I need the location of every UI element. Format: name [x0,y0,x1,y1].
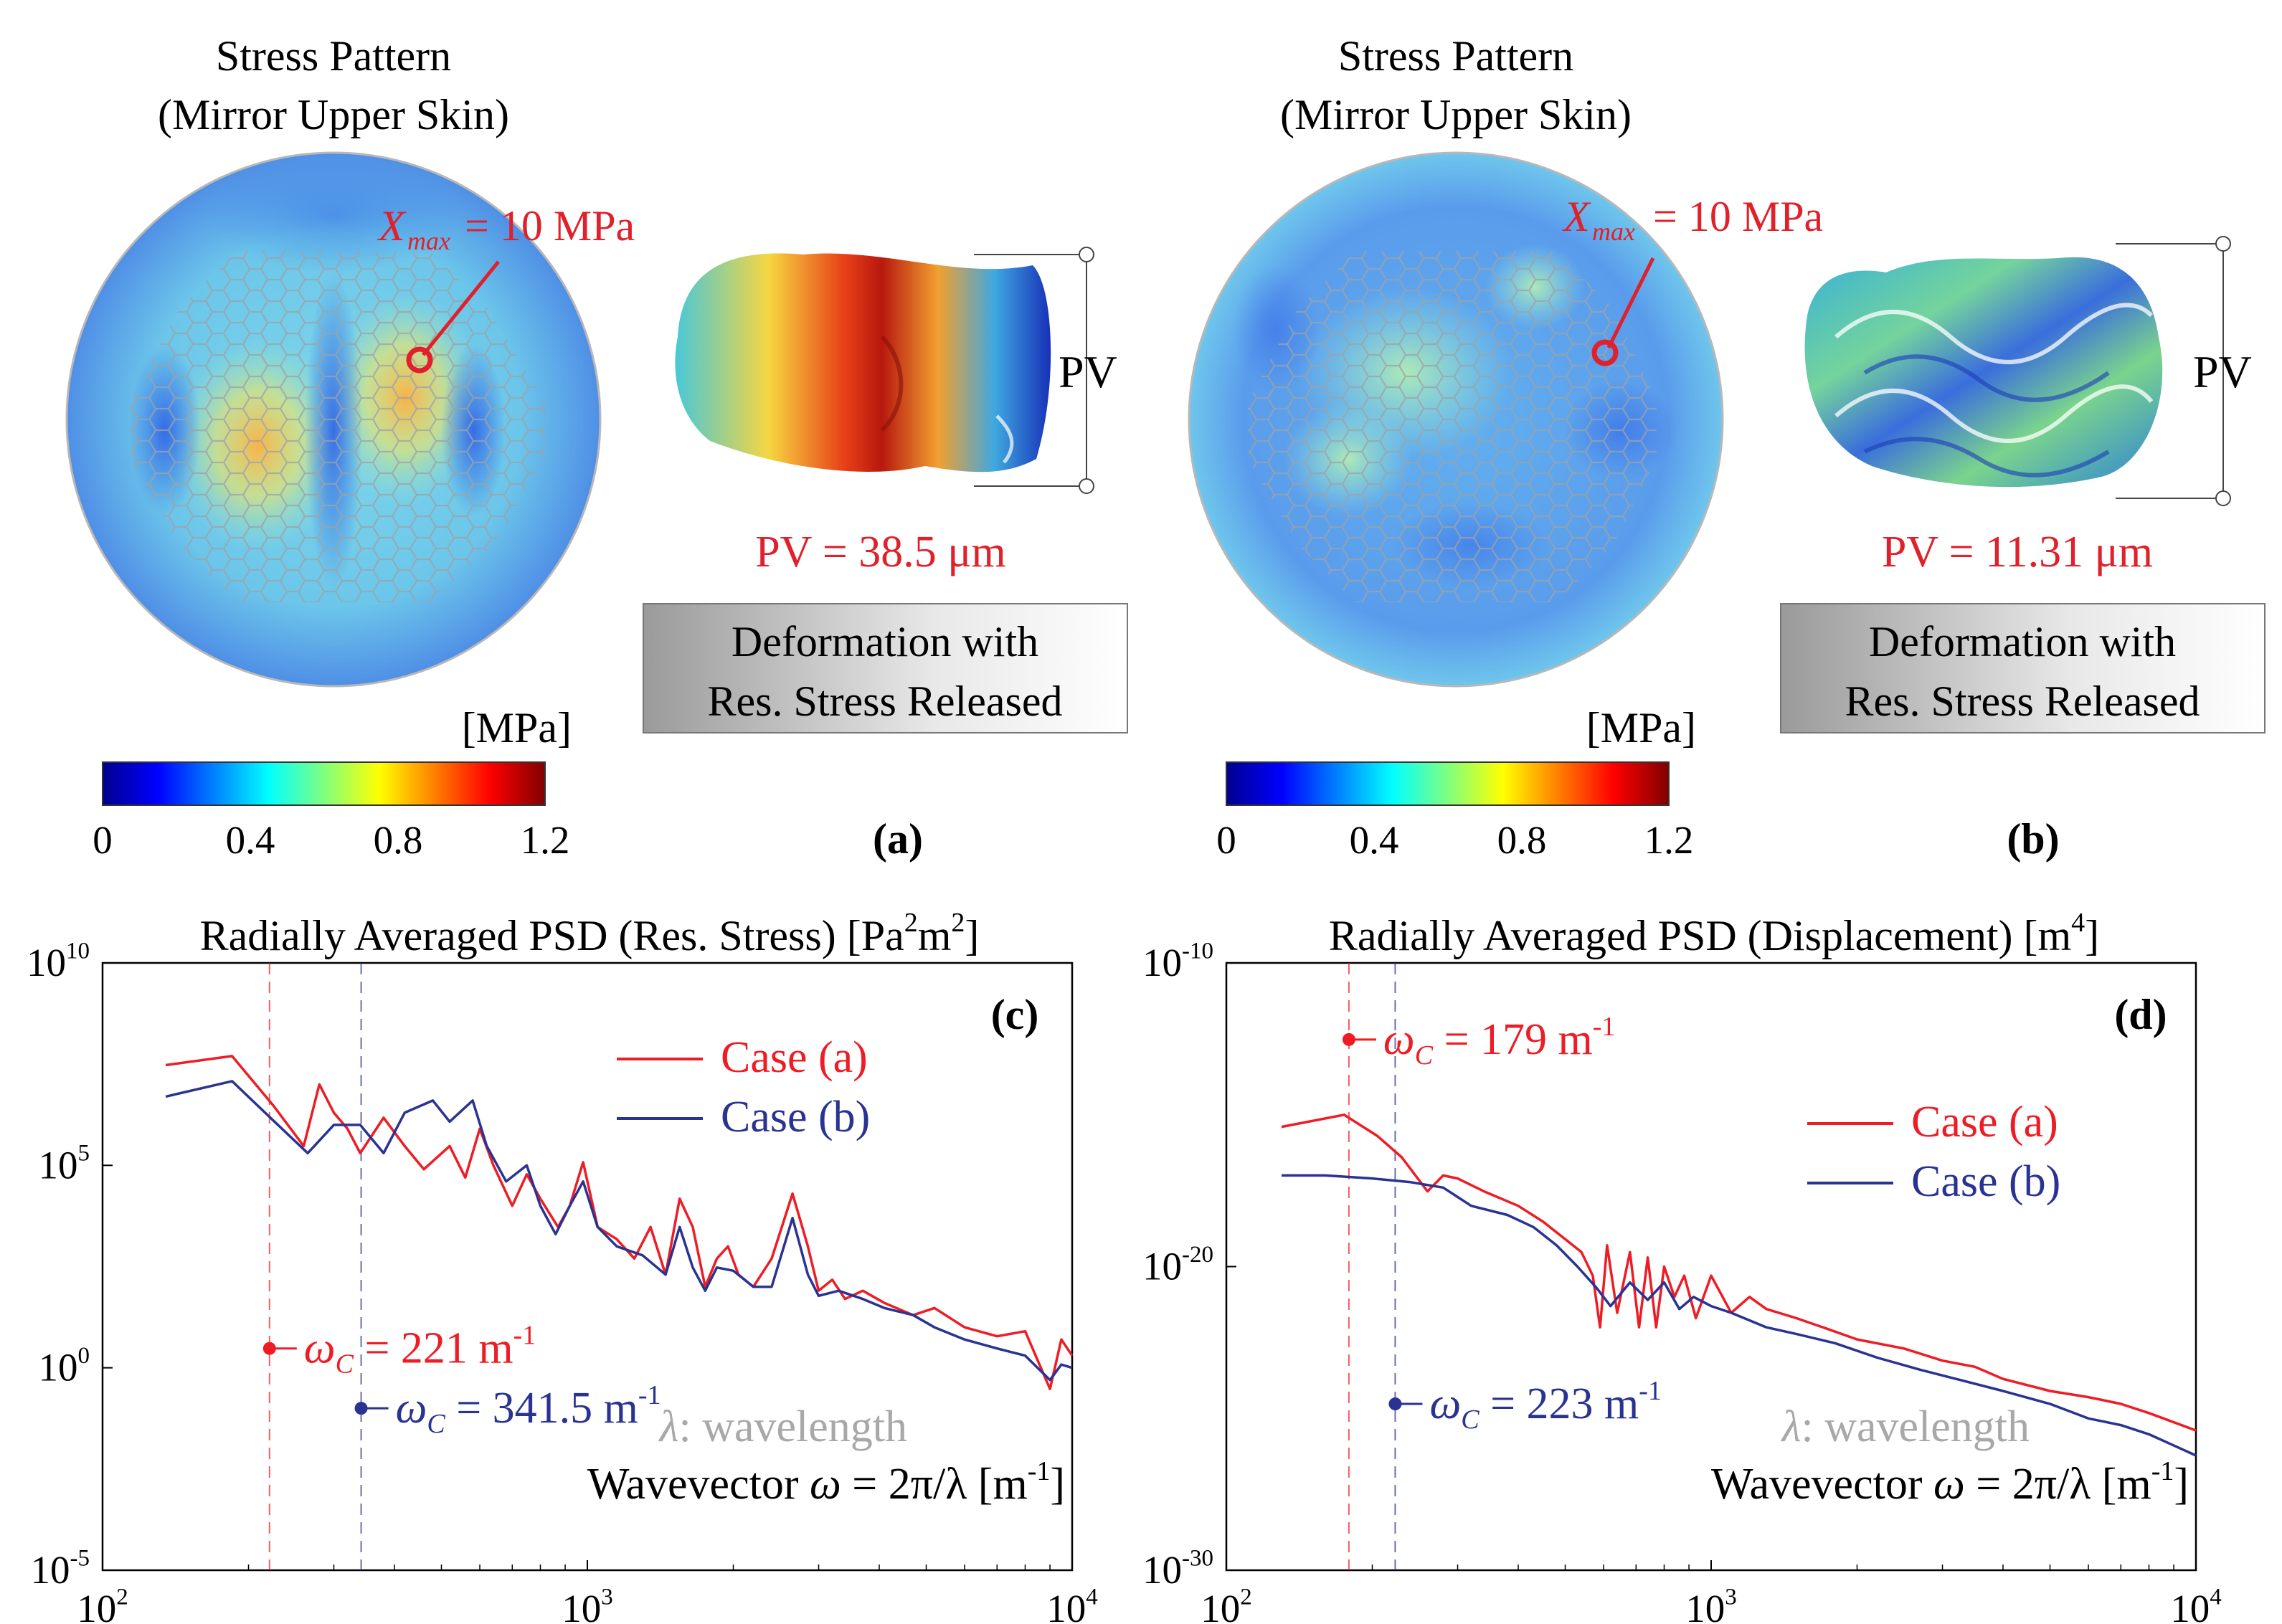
panel-b-box-line1: Deformation with [1869,618,2176,665]
chart-c-cutoff-label: ωC = 341.5 m-1 [396,1380,661,1439]
panel-b-xmax-marker [1591,339,1619,366]
panel-a-pv-bracket [974,247,1094,494]
panel-a-cb-tick-3: 1.2 [521,818,570,862]
chart-c-legend-label: Case (b) [721,1093,870,1141]
panel-b-colorbar [1226,761,1670,806]
chart-c-xlabel: Wavevector ω = 2π/λ [m-1] [587,1456,1065,1509]
chart-c-ytick-label: 10-5 [31,1545,90,1592]
chart-c-lambda-note: λ: wavelength [658,1402,907,1451]
panel-a-deformation-box [643,603,1128,733]
chart-c-xtick-label: 102 [77,1584,128,1624]
panel-b: Stress Pattern (Mirror Upper Skin) X max… [1188,32,2266,863]
chart-c-cutoff-label: ωC = 221 m-1 [304,1321,536,1380]
panel-b-xmax-value: = 10 MPa [1653,193,1823,240]
chart-d-cutoff-label: ωC = 179 m-1 [1383,1012,1616,1070]
panel-b-stress-disk [1188,151,1724,688]
chart-c: Radially Averaged PSD (Res. Stress) [Pa2… [27,908,1098,1624]
panel-a-cb-tick-1: 0.4 [226,818,275,862]
chart-d-xlabel: Wavevector ω = 2π/λ [m-1] [1711,1456,2189,1509]
panel-b-box-line2: Res. Stress Released [1845,678,2200,725]
chart-d-cutoff-label: ωC = 223 m-1 [1429,1376,1662,1435]
chart-d-title: Radially Averaged PSD (Displacement) [m4… [1329,908,2099,959]
panel-a-xmax-marker [406,346,433,374]
panel-a: Stress Pattern (Mirror Upper Skin) X max… [65,32,1128,863]
chart-c-ytick-label: 100 [39,1343,90,1390]
chart-d-ytick-label: 10-30 [1142,1545,1213,1592]
panel-b-xmax-symbol: X [1562,193,1591,240]
panel-b-pv-bracket [2116,236,2231,506]
panel-a-label: (a) [873,815,923,863]
panel-a-title-line1: Stress Pattern [216,32,451,80]
chart-d-xtick-label: 104 [2170,1584,2222,1624]
panel-a-box-line1: Deformation with [732,618,1038,665]
panel-a-title-line2: (Mirror Upper Skin) [158,91,509,138]
panel-b-title-line1: Stress Pattern [1338,32,1573,80]
chart-c-xtick-label: 104 [1046,1584,1098,1624]
panel-b-colorbar-unit: [MPa] [1586,704,1696,751]
chart-d-xtick-label: 103 [1685,1584,1737,1624]
chart-c-legend-label: Case (a) [721,1033,868,1082]
panel-a-pv-value: PV = 38.5 μm [755,528,1006,576]
chart-d-panel-label: (d) [2114,991,2167,1038]
panel-a-colorbar-unit: [MPa] [462,704,572,751]
panel-b-label: (b) [2007,815,2059,863]
chart-d-ytick-label: 10-10 [1142,938,1213,984]
panel-b-cb-tick-1: 0.4 [1350,818,1399,862]
chart-d-ytick-label: 10-20 [1142,1242,1213,1288]
panel-a-colorbar [102,761,546,806]
chart-c-ytick-label: 105 [39,1141,90,1187]
chart-c-series-a [165,1055,1074,1390]
panel-b-pv-value: PV = 11.31 μm [1882,528,2153,576]
panel-b-deformation-box [1780,603,2266,733]
panel-a-pv-label: PV [1059,346,1117,397]
panel-b-pv-label: PV [2193,346,2252,397]
chart-c-title: Radially Averaged PSD (Res. Stress) [Pa2… [200,908,980,959]
panel-b-title-line2: (Mirror Upper Skin) [1280,91,1632,138]
panel-a-stress-disk [65,151,602,688]
chart-d-legend-label: Case (a) [1911,1098,2058,1146]
chart-d: Radially Averaged PSD (Displacement) [m4… [1142,908,2222,1624]
chart-c-series-b [165,1080,1073,1382]
panel-b-cb-tick-0: 0 [1216,818,1236,862]
panel-b-xmax-sub: max [1592,217,1635,246]
chart-d-series-b [1282,1174,2197,1457]
panel-a-xmax-symbol: X [377,202,407,250]
panel-a-cb-tick-2: 0.8 [374,818,423,862]
panel-a-deformation-surface [675,253,1051,473]
panel-a-xmax-value: = 10 MPa [465,202,635,250]
chart-c-ytick-label: 1010 [27,938,90,984]
panel-a-xmax-sub: max [407,227,450,255]
chart-c-xtick-label: 103 [562,1584,613,1624]
chart-d-lambda-note: λ: wavelength [1781,1402,2030,1451]
panel-a-cb-tick-0: 0 [93,818,113,862]
panel-b-deformation-surface [1804,257,2163,488]
chart-d-xtick-label: 102 [1201,1584,1252,1624]
panel-b-cb-tick-3: 1.2 [1644,818,1694,862]
chart-d-series-a [1281,1113,2197,1432]
chart-d-legend-label: Case (b) [1911,1157,2060,1206]
chart-c-panel-label: (c) [991,991,1039,1038]
panel-a-box-line2: Res. Stress Released [708,678,1063,725]
panel-b-cb-tick-2: 0.8 [1497,818,1547,862]
